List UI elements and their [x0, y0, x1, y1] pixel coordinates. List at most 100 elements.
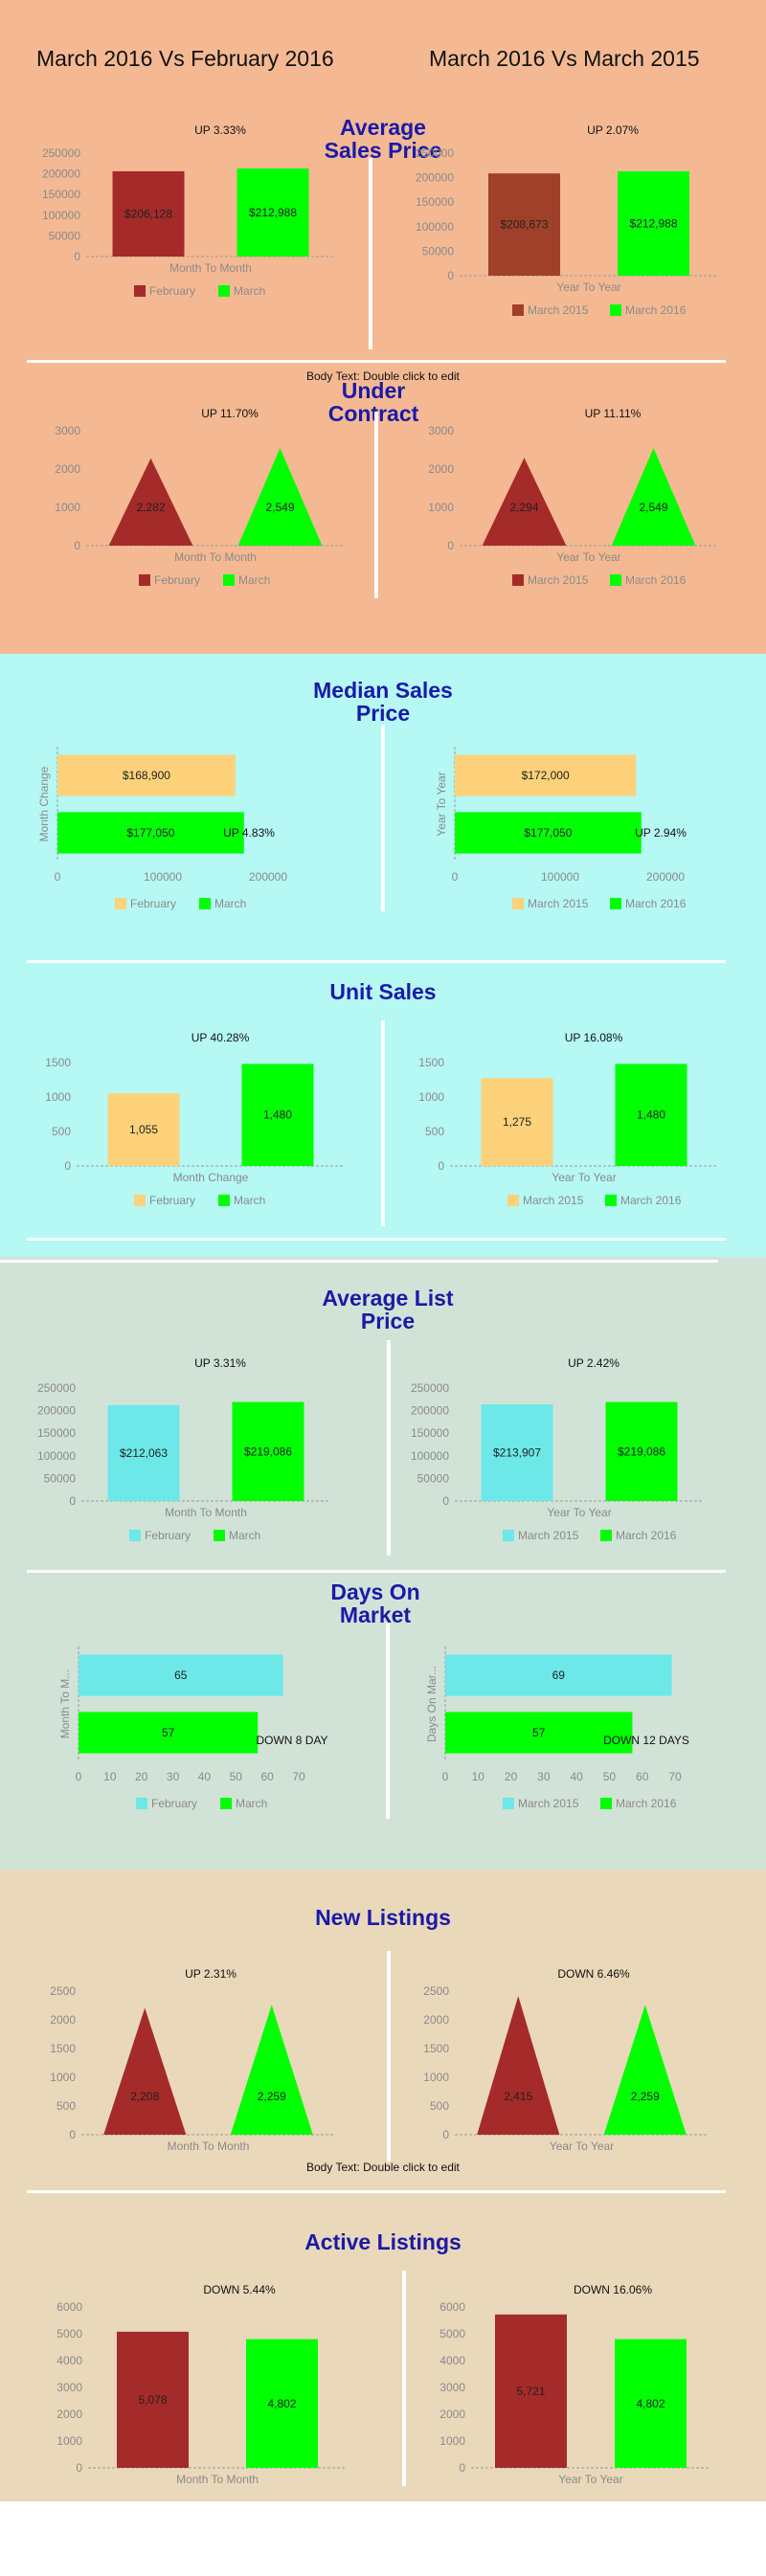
y-tick-label: 1500: [423, 2042, 449, 2055]
bar: [455, 754, 637, 796]
data-label: 1,055: [129, 1123, 158, 1136]
data-label: 1,275: [503, 1115, 531, 1129]
y-tick-label: 6000: [439, 2300, 465, 2314]
band-sage: [0, 1257, 766, 1870]
bar: [445, 1712, 633, 1754]
x-axis-label: Year To Year: [556, 280, 620, 294]
data-label: 69: [552, 1669, 566, 1682]
y-tick-label: 1000: [45, 1090, 71, 1104]
y-tick-label: 3000: [56, 2381, 82, 2394]
x-axis-label: Month To Month: [168, 2139, 250, 2153]
bar: [481, 1404, 553, 1501]
y-tick-label: 0: [447, 269, 454, 282]
y-tick-label: 250000: [411, 1381, 449, 1395]
divider-vertical: [387, 1340, 391, 1556]
legend-label: March 2015: [518, 1529, 579, 1542]
triangle-mark: [603, 2005, 687, 2135]
x-tick-label: 20: [135, 1770, 148, 1783]
legend-swatch: [600, 1798, 612, 1809]
body-text-placeholder[interactable]: Body Text: Double click to edit: [306, 370, 460, 383]
legend-label: February: [145, 1529, 191, 1542]
y-tick-label: 500: [430, 2099, 449, 2113]
x-tick-label: 0: [442, 1770, 449, 1783]
y-tick-label: 150000: [37, 1426, 76, 1440]
data-label: 4,802: [267, 2397, 296, 2410]
legend-label: February: [151, 1797, 197, 1810]
y-tick-label: 5000: [56, 2327, 82, 2341]
divider-horizontal: [27, 1238, 726, 1241]
legend-label: March 2016: [625, 897, 687, 910]
bar: [79, 1654, 283, 1696]
y-tick-label: 100000: [42, 209, 80, 222]
legend-swatch: [134, 1195, 146, 1206]
divider-vertical: [381, 1020, 385, 1226]
bar: [107, 1093, 180, 1166]
divider-vertical: [402, 2271, 406, 2486]
section-title-average-sales-price: Average Sales Price: [324, 115, 442, 163]
y-tick-label: 1000: [50, 2071, 76, 2084]
y-tick-label: 1000: [418, 1090, 444, 1104]
y-tick-label: 1000: [423, 2071, 449, 2084]
x-tick-label: 200000: [646, 870, 685, 884]
divider-vertical: [387, 1951, 391, 2162]
y-tick-label: 1500: [45, 1056, 71, 1069]
bar: [107, 1404, 180, 1501]
chart-new-listings-month: 0 500 1000 1500 2000 2500 2,208 2,259 Month To M…: [50, 1967, 335, 2163]
data-label: $172,000: [522, 769, 570, 782]
legend-label: March: [229, 1529, 260, 1542]
legend-label: March: [236, 1797, 267, 1810]
header-left-title: March 2016 Vs February 2016: [36, 46, 334, 71]
change-annotation: UP 11.11%: [585, 407, 642, 420]
bar: [455, 812, 642, 854]
legend-swatch: [214, 1530, 225, 1541]
section-title-unit-sales: Unit Sales: [329, 979, 437, 1004]
y-tick-label: 2000: [423, 2013, 449, 2027]
legend-label: March 2015: [518, 1797, 579, 1810]
data-label: 2,294: [509, 501, 538, 514]
legend-label: March 2016: [625, 573, 687, 587]
data-label: $213,907: [493, 1446, 541, 1460]
x-axis-label: Month To Month: [165, 1506, 247, 1519]
data-label: 65: [174, 1669, 188, 1682]
legend-label: March 2015: [528, 897, 589, 910]
bar: [605, 1401, 678, 1501]
bar: [246, 2339, 318, 2468]
change-annotation: UP 11.70%: [201, 407, 259, 420]
body-text-placeholder[interactable]: Body Text: Double click to edit: [306, 2161, 460, 2174]
legend-label: March: [232, 2162, 263, 2163]
y-tick-label: 100000: [416, 220, 454, 234]
section-title-average-list-price: Average List Price: [322, 1286, 454, 1333]
legend-swatch: [512, 304, 524, 316]
y-tick-label: 4000: [56, 2354, 82, 2367]
divider-vertical: [381, 725, 385, 911]
y-tick-label: 50000: [422, 244, 455, 258]
x-tick-label: 30: [537, 1770, 551, 1783]
legend-swatch: [220, 1798, 232, 1809]
triangle-mark: [108, 458, 193, 546]
data-label: $208,673: [500, 218, 548, 232]
y-axis-label: Days On Mar...: [425, 1666, 439, 1742]
y-tick-label: 200000: [411, 1404, 449, 1418]
divider-horizontal: [27, 360, 726, 363]
y-tick-label: 5000: [439, 2327, 465, 2341]
change-annotation: DOWN 6.46%: [557, 1967, 630, 1981]
legend-swatch: [610, 574, 621, 586]
y-axis-label: Month To M...: [58, 1669, 72, 1738]
x-axis-label: Month To Month: [174, 550, 257, 564]
triangle-mark: [230, 2005, 313, 2135]
x-tick-label: 70: [292, 1770, 305, 1783]
data-label: $168,900: [123, 769, 170, 782]
legend-label: March 2015: [528, 303, 589, 317]
bar: [237, 168, 309, 257]
y-tick-label: 1000: [56, 2434, 82, 2448]
section-title-days-on-market: Days On Market: [330, 1579, 420, 1627]
y-tick-label: 50000: [417, 1471, 450, 1485]
legend-label: March 2016: [616, 1797, 677, 1810]
x-tick-label: 40: [570, 1770, 583, 1783]
y-tick-label: 2000: [56, 2408, 82, 2421]
chart-days-on-market-year: Days On Mar... 69 57 0 10 20 30 40 50 60 70 March 2…: [425, 1646, 689, 1810]
y-tick-label: 0: [74, 250, 80, 263]
x-tick-label: 20: [505, 1770, 518, 1783]
y-tick-label: 0: [442, 1494, 449, 1508]
bar: [117, 2331, 189, 2468]
